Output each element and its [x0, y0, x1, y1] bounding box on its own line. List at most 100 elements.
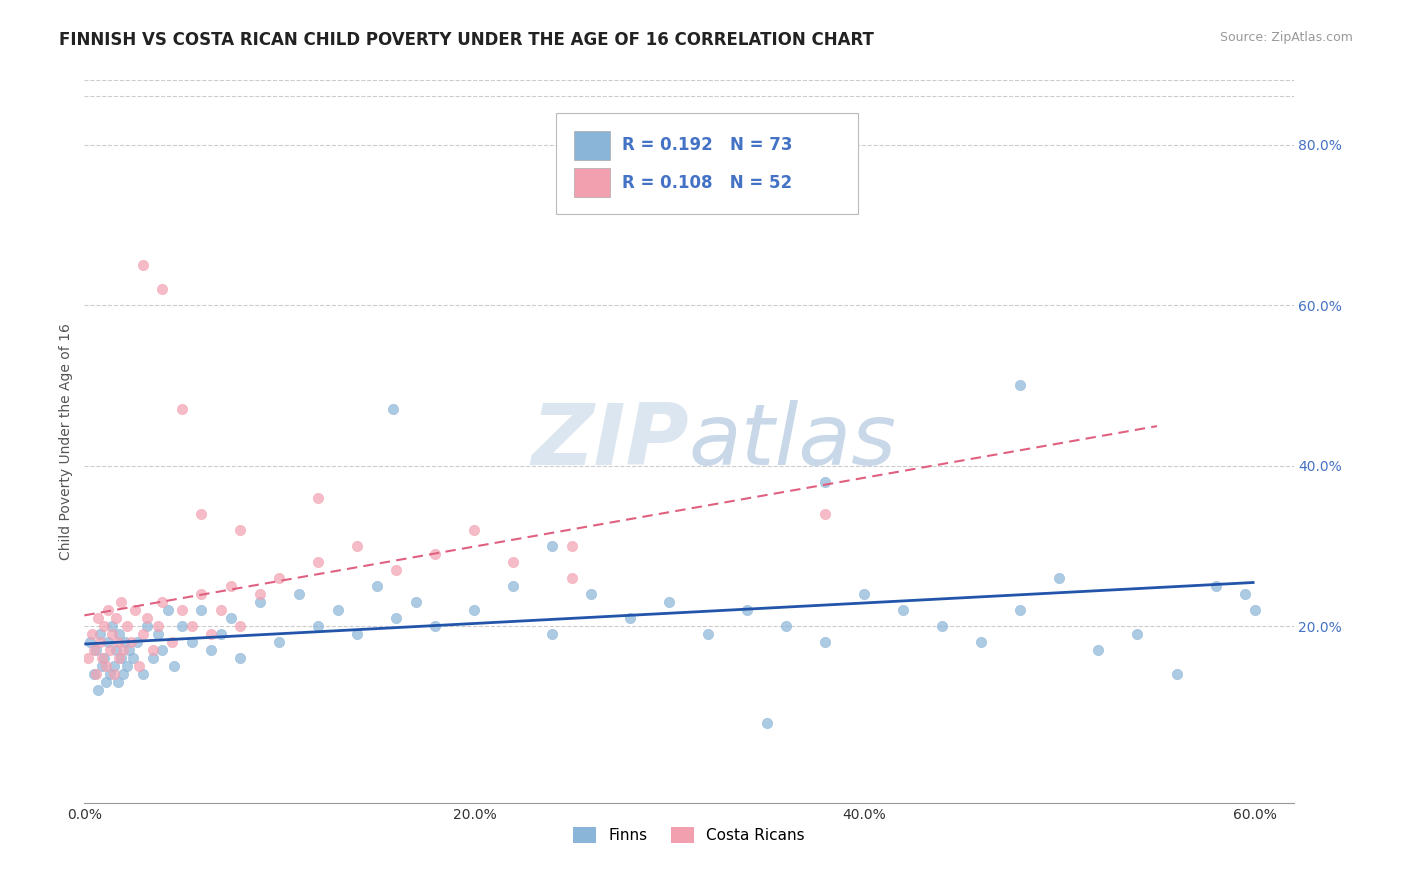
- Point: [561, 571, 583, 585]
- Point: [737, 603, 759, 617]
- Point: [100, 627, 122, 641]
- Point: [89, 627, 111, 641]
- Point: [170, 402, 193, 417]
- Point: [200, 643, 222, 657]
- Bar: [574, 169, 610, 197]
- Point: [288, 587, 311, 601]
- Point: [346, 539, 368, 553]
- Point: [124, 603, 146, 617]
- Point: [190, 603, 212, 617]
- Point: [931, 619, 953, 633]
- Point: [84, 643, 107, 657]
- Point: [107, 675, 129, 690]
- Point: [104, 643, 127, 657]
- Point: [1087, 643, 1109, 657]
- Point: [405, 595, 427, 609]
- Point: [307, 555, 329, 569]
- Point: [163, 659, 186, 673]
- Point: [219, 611, 242, 625]
- Point: [346, 627, 368, 641]
- Point: [658, 595, 681, 609]
- Point: [82, 627, 104, 641]
- Point: [755, 715, 778, 730]
- Point: [229, 651, 252, 665]
- Point: [94, 675, 117, 690]
- Text: atlas: atlas: [689, 400, 897, 483]
- Point: [98, 667, 121, 681]
- Point: [307, 491, 329, 505]
- Point: [229, 619, 252, 633]
- Point: [112, 667, 135, 681]
- Point: [775, 619, 797, 633]
- Point: [110, 595, 132, 609]
- Point: [157, 603, 180, 617]
- FancyBboxPatch shape: [555, 112, 858, 214]
- Point: [170, 603, 193, 617]
- Point: [118, 643, 141, 657]
- Point: [180, 635, 202, 649]
- Point: [93, 651, 115, 665]
- Point: [170, 619, 193, 633]
- Point: [103, 667, 125, 681]
- Point: [148, 627, 170, 641]
- Point: [1243, 603, 1265, 617]
- Point: [1126, 627, 1149, 641]
- Point: [117, 619, 139, 633]
- Point: [107, 635, 129, 649]
- Point: [541, 539, 564, 553]
- Point: [1049, 571, 1071, 585]
- Point: [132, 667, 155, 681]
- Point: [79, 635, 101, 649]
- Point: [100, 619, 122, 633]
- Point: [814, 475, 837, 489]
- Point: [142, 643, 165, 657]
- Point: [83, 667, 105, 681]
- Point: [1233, 587, 1256, 601]
- Point: [97, 635, 120, 649]
- Point: [249, 587, 271, 601]
- Point: [269, 635, 291, 649]
- Point: [77, 651, 100, 665]
- Point: [180, 619, 202, 633]
- Bar: [574, 131, 610, 160]
- Point: [502, 579, 524, 593]
- Point: [307, 619, 329, 633]
- Point: [114, 635, 136, 649]
- Point: [117, 659, 139, 673]
- Point: [160, 635, 183, 649]
- Y-axis label: Child Poverty Under the Age of 16: Child Poverty Under the Age of 16: [59, 323, 73, 560]
- Point: [98, 643, 121, 657]
- Point: [326, 603, 349, 617]
- Text: R = 0.192   N = 73: R = 0.192 N = 73: [623, 136, 793, 154]
- Point: [366, 579, 388, 593]
- Point: [814, 635, 837, 649]
- Point: [200, 627, 222, 641]
- Point: [90, 651, 112, 665]
- Point: [87, 683, 110, 698]
- Point: [142, 651, 165, 665]
- Text: Source: ZipAtlas.com: Source: ZipAtlas.com: [1219, 31, 1353, 45]
- Point: [132, 627, 155, 641]
- Point: [229, 523, 252, 537]
- Legend: Finns, Costa Ricans: Finns, Costa Ricans: [568, 822, 810, 849]
- Point: [249, 595, 271, 609]
- Point: [190, 587, 212, 601]
- Point: [110, 651, 132, 665]
- Point: [385, 611, 408, 625]
- Point: [97, 603, 120, 617]
- Point: [1010, 378, 1032, 392]
- Point: [463, 523, 485, 537]
- Point: [125, 635, 148, 649]
- Point: [128, 659, 150, 673]
- Point: [425, 619, 447, 633]
- Text: R = 0.108   N = 52: R = 0.108 N = 52: [623, 174, 793, 192]
- Point: [94, 659, 117, 673]
- Point: [190, 507, 212, 521]
- Point: [150, 282, 173, 296]
- Point: [893, 603, 915, 617]
- Point: [112, 643, 135, 657]
- Point: [619, 611, 641, 625]
- Point: [108, 651, 131, 665]
- Point: [425, 547, 447, 561]
- Point: [120, 635, 142, 649]
